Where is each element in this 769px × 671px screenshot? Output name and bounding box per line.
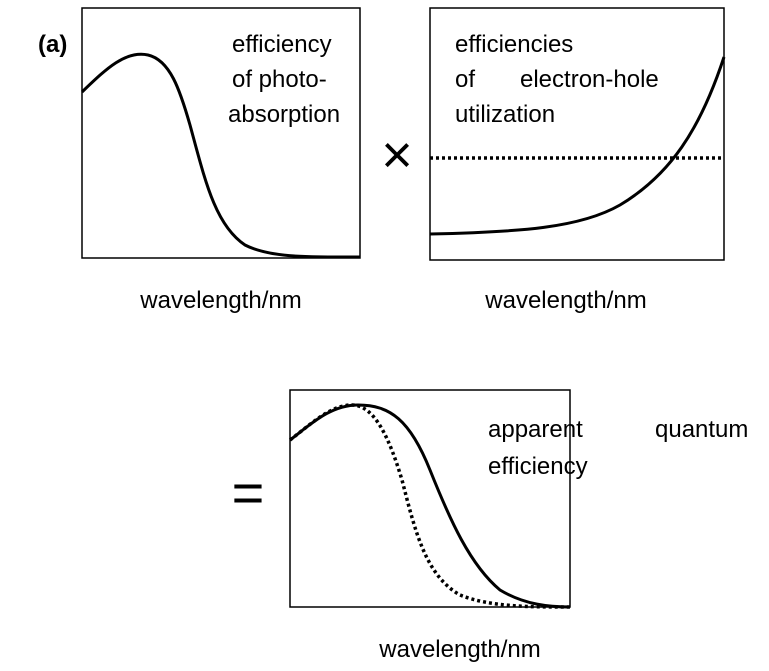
utilization-curve: [429, 56, 726, 236]
panel-frame: [81, 7, 361, 259]
panel-text: of: [455, 66, 475, 93]
panel-frame: [429, 7, 725, 261]
x-axis-label: wavelength/nm: [484, 287, 646, 314]
panel-text: efficiency: [232, 31, 332, 58]
panel-text: absorption: [228, 101, 340, 128]
operator: ×: [381, 125, 413, 185]
panel-text: quantum: [655, 416, 748, 443]
panel-text: efficiency: [488, 453, 588, 480]
operator: =: [232, 461, 265, 524]
panel-text: efficiencies: [455, 31, 573, 58]
panel-text: apparent: [488, 416, 583, 443]
panel-text: electron-hole: [520, 66, 659, 93]
x-axis-label: wavelength/nm: [139, 287, 301, 314]
figure-label: (a): [38, 31, 67, 58]
panel-frame: [289, 389, 571, 608]
panel-text: utilization: [455, 101, 555, 128]
apparent-curve: [289, 403, 571, 609]
absorption-curve: [80, 52, 361, 259]
panel-text: of photo-: [232, 66, 327, 93]
x-axis-label: wavelength/nm: [378, 636, 540, 663]
